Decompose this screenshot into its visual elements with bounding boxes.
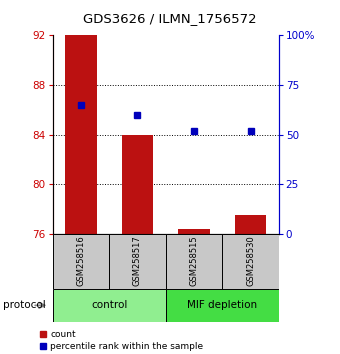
Text: control: control [91,300,128,310]
Bar [178,229,209,234]
Text: GSM258517: GSM258517 [133,236,142,286]
Text: GDS3626 / ILMN_1756572: GDS3626 / ILMN_1756572 [83,12,257,25]
Text: GSM258530: GSM258530 [246,236,255,286]
Bar [235,215,266,234]
Text: GSM258515: GSM258515 [189,236,199,286]
Text: protocol: protocol [3,300,46,310]
Bar [53,289,166,322]
Bar [109,234,166,289]
Bar [65,35,97,234]
Bar [53,234,109,289]
Bar [166,289,279,322]
Bar [122,135,153,234]
Text: MIF depletion: MIF depletion [187,300,257,310]
Bar [166,234,222,289]
Text: GSM258516: GSM258516 [76,236,85,286]
Legend: count, percentile rank within the sample: count, percentile rank within the sample [40,330,203,351]
Bar [222,234,279,289]
